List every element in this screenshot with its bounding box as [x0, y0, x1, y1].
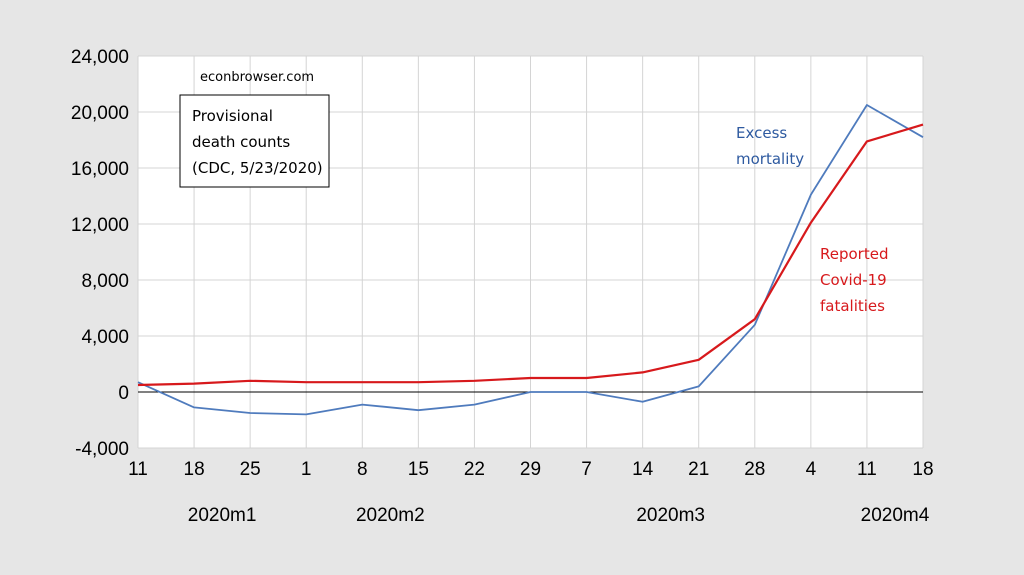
y-tick-label: -4,000: [75, 439, 129, 460]
month-label: 2020m1: [188, 505, 257, 526]
series-label-reported-line-1: Reported: [820, 245, 888, 263]
note-line-3: (CDC, 5/23/2020): [192, 159, 323, 177]
series-line-reported-fatalities: [137, 123, 924, 387]
note-box: Provisional death counts (CDC, 5/23/2020…: [179, 94, 330, 188]
y-tick-label: 24,000: [71, 47, 129, 68]
y-axis-labels: -4,000 0 4,000 8,000 12,000 16,000 20,000 24,00…: [71, 47, 129, 460]
month-label: 2020m3: [636, 505, 705, 526]
x-tick-label: 15: [408, 459, 429, 480]
series-line-excess-mortality: [137, 104, 924, 416]
x-tick-label: 4: [806, 459, 817, 480]
x-tick-label: 11: [128, 459, 148, 480]
x-tick-label: 29: [520, 459, 541, 480]
x-tick-label: 7: [581, 459, 592, 480]
y-tick-label: 20,000: [71, 103, 129, 124]
x-tick-label: 11: [857, 459, 877, 480]
series-lines: [137, 104, 924, 416]
y-tick-label: 4,000: [81, 327, 129, 348]
y-tick-label: 16,000: [71, 159, 129, 180]
x-tick-label: 21: [688, 459, 709, 480]
y-tick-label: 0: [118, 383, 129, 404]
series-label-reported-line-2: Covid-19: [820, 271, 887, 289]
note-line-1: Provisional: [192, 107, 273, 125]
y-tick-label: 12,000: [71, 215, 129, 236]
note-line-2: death counts: [192, 133, 290, 151]
x-tick-label: 18: [184, 459, 205, 480]
x-tick-label: 8: [357, 459, 368, 480]
series-label-excess: Excess mortality: [736, 124, 804, 168]
source-note: econbrowser.com: [200, 70, 314, 85]
month-label: 2020m4: [861, 505, 930, 526]
x-tick-label: 1: [301, 459, 312, 480]
x-tick-label: 18: [912, 459, 933, 480]
series-label-reported-line-3: fatalities: [820, 297, 885, 315]
x-axis-labels: 11 18 25 1 8 15 22 29 7 14 21 28 4 11 18: [128, 459, 933, 480]
month-labels: 2020m1 2020m2 2020m3 2020m4: [188, 505, 930, 526]
series-label-reported: Reported Covid-19 fatalities: [820, 245, 888, 315]
x-tick-label: 22: [464, 459, 485, 480]
month-label: 2020m2: [356, 505, 425, 526]
x-tick-label: 25: [240, 459, 261, 480]
x-tick-label: 28: [744, 459, 765, 480]
x-tick-label: 14: [632, 459, 654, 480]
note-box-border: [179, 94, 330, 188]
y-tick-label: 8,000: [81, 271, 129, 292]
series-label-excess-line-2: mortality: [736, 150, 804, 168]
series-label-excess-line-1: Excess: [736, 124, 787, 142]
